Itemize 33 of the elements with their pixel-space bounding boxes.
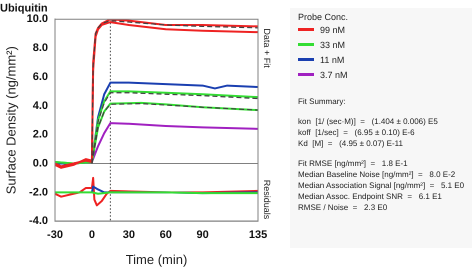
x-axis-title: Time (min)	[126, 252, 188, 267]
x-tick-label: 135	[248, 228, 268, 241]
text: Kd [M] = (4.95 ± 0.07) E-11	[298, 138, 404, 149]
legend-label: 11 nM	[320, 54, 344, 64]
y-tick-label: -2.0	[29, 186, 48, 198]
x-tick-label: 90	[196, 228, 209, 241]
legend-title: Probe Conc.	[298, 12, 350, 22]
text: kon [1/ (sec·M)] = (1.404 ± 0.006) E5	[298, 116, 439, 127]
text: Median Association Signal [ng/mm²] = 5.1 E0	[298, 180, 466, 191]
y-tick-label: -4.0	[29, 215, 48, 228]
y-tick-label: 4.0	[32, 100, 48, 112]
legend-label: 33 nM	[320, 40, 346, 50]
legend-label: 99 nM	[320, 24, 346, 34]
y-tick-label: 6.0	[32, 70, 48, 83]
y-tick-label: 8.0	[32, 42, 48, 54]
x-tick-label: 30	[122, 228, 135, 241]
chart-title: Ubiquitin	[0, 2, 48, 15]
y-tick-label: 10.0	[26, 13, 48, 26]
x-tick-label: 0	[88, 228, 95, 241]
text: Median Baseline Noise [ng/mm²] = 8.0 E-2	[298, 169, 456, 180]
x-tick-label: 60	[160, 228, 172, 241]
text: Fit RMSE [ng/mm²] = 1.8 E-1	[298, 158, 409, 169]
x-tick-label: -30	[47, 228, 63, 241]
y-tick-label: 2.0	[32, 128, 48, 141]
legend-label: 3.7 nM	[320, 70, 348, 80]
text: koff [1/sec] = (6.95 ± 0.10) E-6	[298, 127, 416, 138]
text: Residuals	[262, 180, 272, 220]
text: Data + Fit	[262, 28, 272, 68]
text: Median Assoc. Endpoint SNR = 6.1 E1	[298, 191, 443, 202]
y-axis-title: Surface Density (ng/mm²)	[3, 46, 18, 194]
text: Fit Summary:	[298, 96, 347, 107]
y-tick-label: 0.0	[32, 158, 48, 170]
text: RMSE / Noise = 2.3 E0	[298, 202, 388, 213]
